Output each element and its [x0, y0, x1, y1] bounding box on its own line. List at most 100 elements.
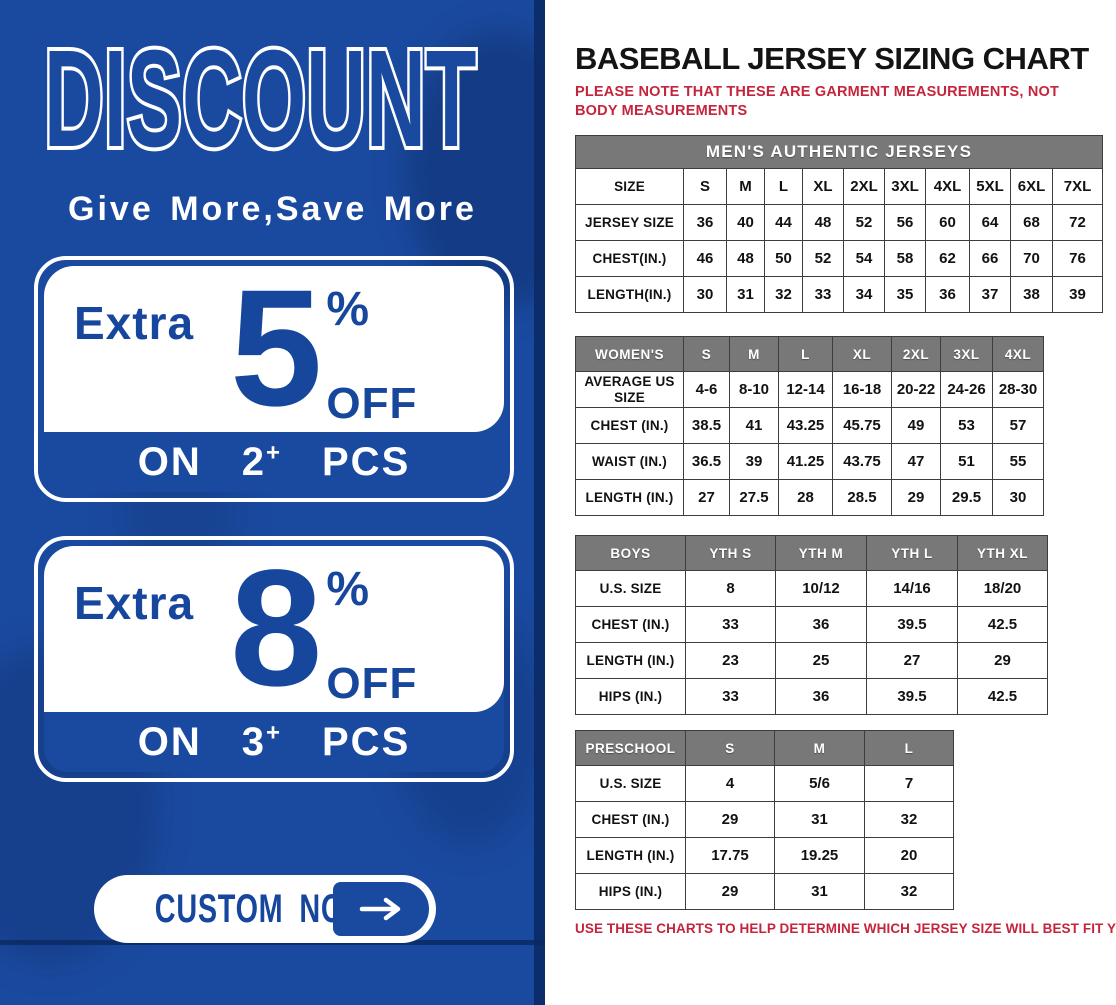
offer-extra-label: Extra	[74, 297, 195, 349]
table-row: U.S. SIZE 8 10/12 14/16 18/20	[575, 570, 1048, 607]
table-cell: 62	[925, 240, 970, 277]
table-row: JERSEY SIZE 36 40 44 48 52 56 60 64 68 72	[575, 204, 1103, 241]
row-label: CHEST (IN.)	[575, 801, 686, 838]
table-cell: 10/12	[775, 570, 867, 607]
row-label: CHEST(IN.)	[575, 240, 684, 277]
table-cell: 5XL	[969, 168, 1011, 205]
panel-edge-shade	[534, 0, 545, 1005]
column-header-row: BOYS YTH S YTH M YTH L YTH XL	[575, 535, 1048, 571]
table-cell: 55	[992, 443, 1044, 480]
column-header: 2XL	[891, 336, 941, 372]
table-banner: MEN'S AUTHENTIC JERSEYS	[575, 135, 1103, 169]
table-cell: 4	[685, 765, 775, 802]
table-cell: 39.5	[866, 606, 958, 643]
table-row: HIPS (IN.) 33 36 39.5 42.5	[575, 678, 1048, 715]
column-header: YTH L	[866, 535, 958, 571]
table-cell: 20-22	[891, 371, 941, 408]
preschool-table-slot: PRESCHOOL S M L U.S. SIZE 4 5/6 7 CHEST (IN.) 29 3…	[575, 730, 1116, 910]
offer-off-label: OFF	[326, 659, 418, 708]
row-label: U.S. SIZE	[575, 765, 686, 802]
column-header-row: WOMEN'S S M L XL 2XL 3XL 4XL	[575, 336, 1044, 372]
percent-sign: %	[326, 563, 370, 616]
table-cell: 29	[685, 873, 775, 910]
table-cell: 38.5	[683, 407, 730, 444]
row-label: WAIST (IN.)	[575, 443, 684, 480]
deal-quantity: 3+	[241, 719, 282, 764]
table-row: U.S. SIZE 4 5/6 7	[575, 765, 954, 802]
table-row: WAIST (IN.) 36.5 39 41.25 43.75 47 51 55	[575, 443, 1044, 480]
table-cell: 23	[685, 642, 776, 679]
column-header: WOMEN'S	[575, 336, 684, 372]
table-cell: M	[726, 168, 765, 205]
table-cell: 16-18	[832, 371, 892, 408]
table-cell: 39	[729, 443, 779, 480]
table-cell: 33	[685, 606, 776, 643]
column-header: S	[685, 730, 775, 766]
discount-banner: DISCOUNT Give More,Save More Extra 5 % O…	[0, 0, 545, 1005]
column-header: XL	[832, 336, 892, 372]
table-cell: 33	[802, 276, 844, 313]
table-row: CHEST (IN.) 38.5 41 43.25 45.75 49 53 57	[575, 407, 1044, 444]
offer-condition-strip: ON 3+ PCS	[44, 712, 504, 772]
row-label: LENGTH (IN.)	[575, 479, 684, 516]
table-cell: 31	[774, 801, 865, 838]
column-header: YTH M	[775, 535, 867, 571]
column-header: 3XL	[940, 336, 993, 372]
table-cell: 32	[764, 276, 803, 313]
column-header: YTH S	[685, 535, 776, 571]
table-cell: 30	[683, 276, 727, 313]
table-cell: 8-10	[729, 371, 779, 408]
table-cell: 28.5	[832, 479, 892, 516]
table-cell: 36	[683, 204, 727, 241]
deal-pcs-label: PCS	[322, 439, 411, 484]
size-table-mens: MEN'S AUTHENTIC JERSEYS SIZE S M L XL 2XL 3XL 4X…	[575, 135, 1103, 313]
table-cell: 2XL	[843, 168, 885, 205]
table-cell: 25	[775, 642, 867, 679]
table-cell: 30	[992, 479, 1044, 516]
table-cell: 27	[683, 479, 730, 516]
table-cell: 52	[802, 240, 844, 277]
custom-now-button[interactable]: CUSTOM NOW	[94, 875, 436, 943]
table-cell: 8	[685, 570, 776, 607]
table-cell: 66	[969, 240, 1011, 277]
size-table-boys: BOYS YTH S YTH M YTH L YTH XL U.S. SIZE 8 10/12…	[575, 535, 1048, 715]
column-header: 4XL	[992, 336, 1044, 372]
table-cell: 29	[891, 479, 941, 516]
table-cell: 40	[726, 204, 765, 241]
table-cell: 43.75	[832, 443, 892, 480]
row-label: AVERAGE US SIZE	[575, 371, 684, 408]
table-row: LENGTH (IN.) 27 27.5 28 28.5 29 29.5 30	[575, 479, 1044, 516]
table-cell: 68	[1010, 204, 1053, 241]
offer-condition-strip: ON 2+ PCS	[44, 432, 504, 492]
table-cell: 28-30	[992, 371, 1044, 408]
column-header: S	[683, 336, 730, 372]
table-cell: 31	[726, 276, 765, 313]
table-cell: S	[683, 168, 727, 205]
table-cell: 29	[685, 801, 775, 838]
table-row: CHEST (IN.) 29 31 32	[575, 801, 954, 838]
table-cell: 36	[775, 606, 867, 643]
table-row: SIZE S M L XL 2XL 3XL 4XL 5XL 6XL 7XL	[575, 168, 1103, 205]
offer-card-8-percent: Extra 8 % OFF ON 3+ PCS	[34, 536, 514, 782]
row-label: SIZE	[575, 168, 684, 205]
row-label: LENGTH (IN.)	[575, 642, 686, 679]
table-cell: 58	[884, 240, 926, 277]
table-cell: 60	[925, 204, 970, 241]
row-label: CHEST (IN.)	[575, 407, 684, 444]
offer-card-5-percent: Extra 5 % OFF ON 2+ PCS	[34, 256, 514, 502]
table-cell: 42.5	[957, 606, 1048, 643]
table-cell: 32	[864, 801, 954, 838]
table-cell: 38	[1010, 276, 1053, 313]
cta-arrow-box	[333, 882, 429, 936]
table-cell: 27.5	[729, 479, 779, 516]
table-cell: 70	[1010, 240, 1053, 277]
row-label: U.S. SIZE	[575, 570, 686, 607]
table-cell: 35	[884, 276, 926, 313]
table-cell: 17.75	[685, 837, 775, 874]
table-cell: 14/16	[866, 570, 958, 607]
table-cell: 5/6	[774, 765, 865, 802]
table-cell: 48	[802, 204, 844, 241]
table-cell: L	[764, 168, 803, 205]
table-cell: 49	[891, 407, 941, 444]
table-cell: 31	[774, 873, 865, 910]
